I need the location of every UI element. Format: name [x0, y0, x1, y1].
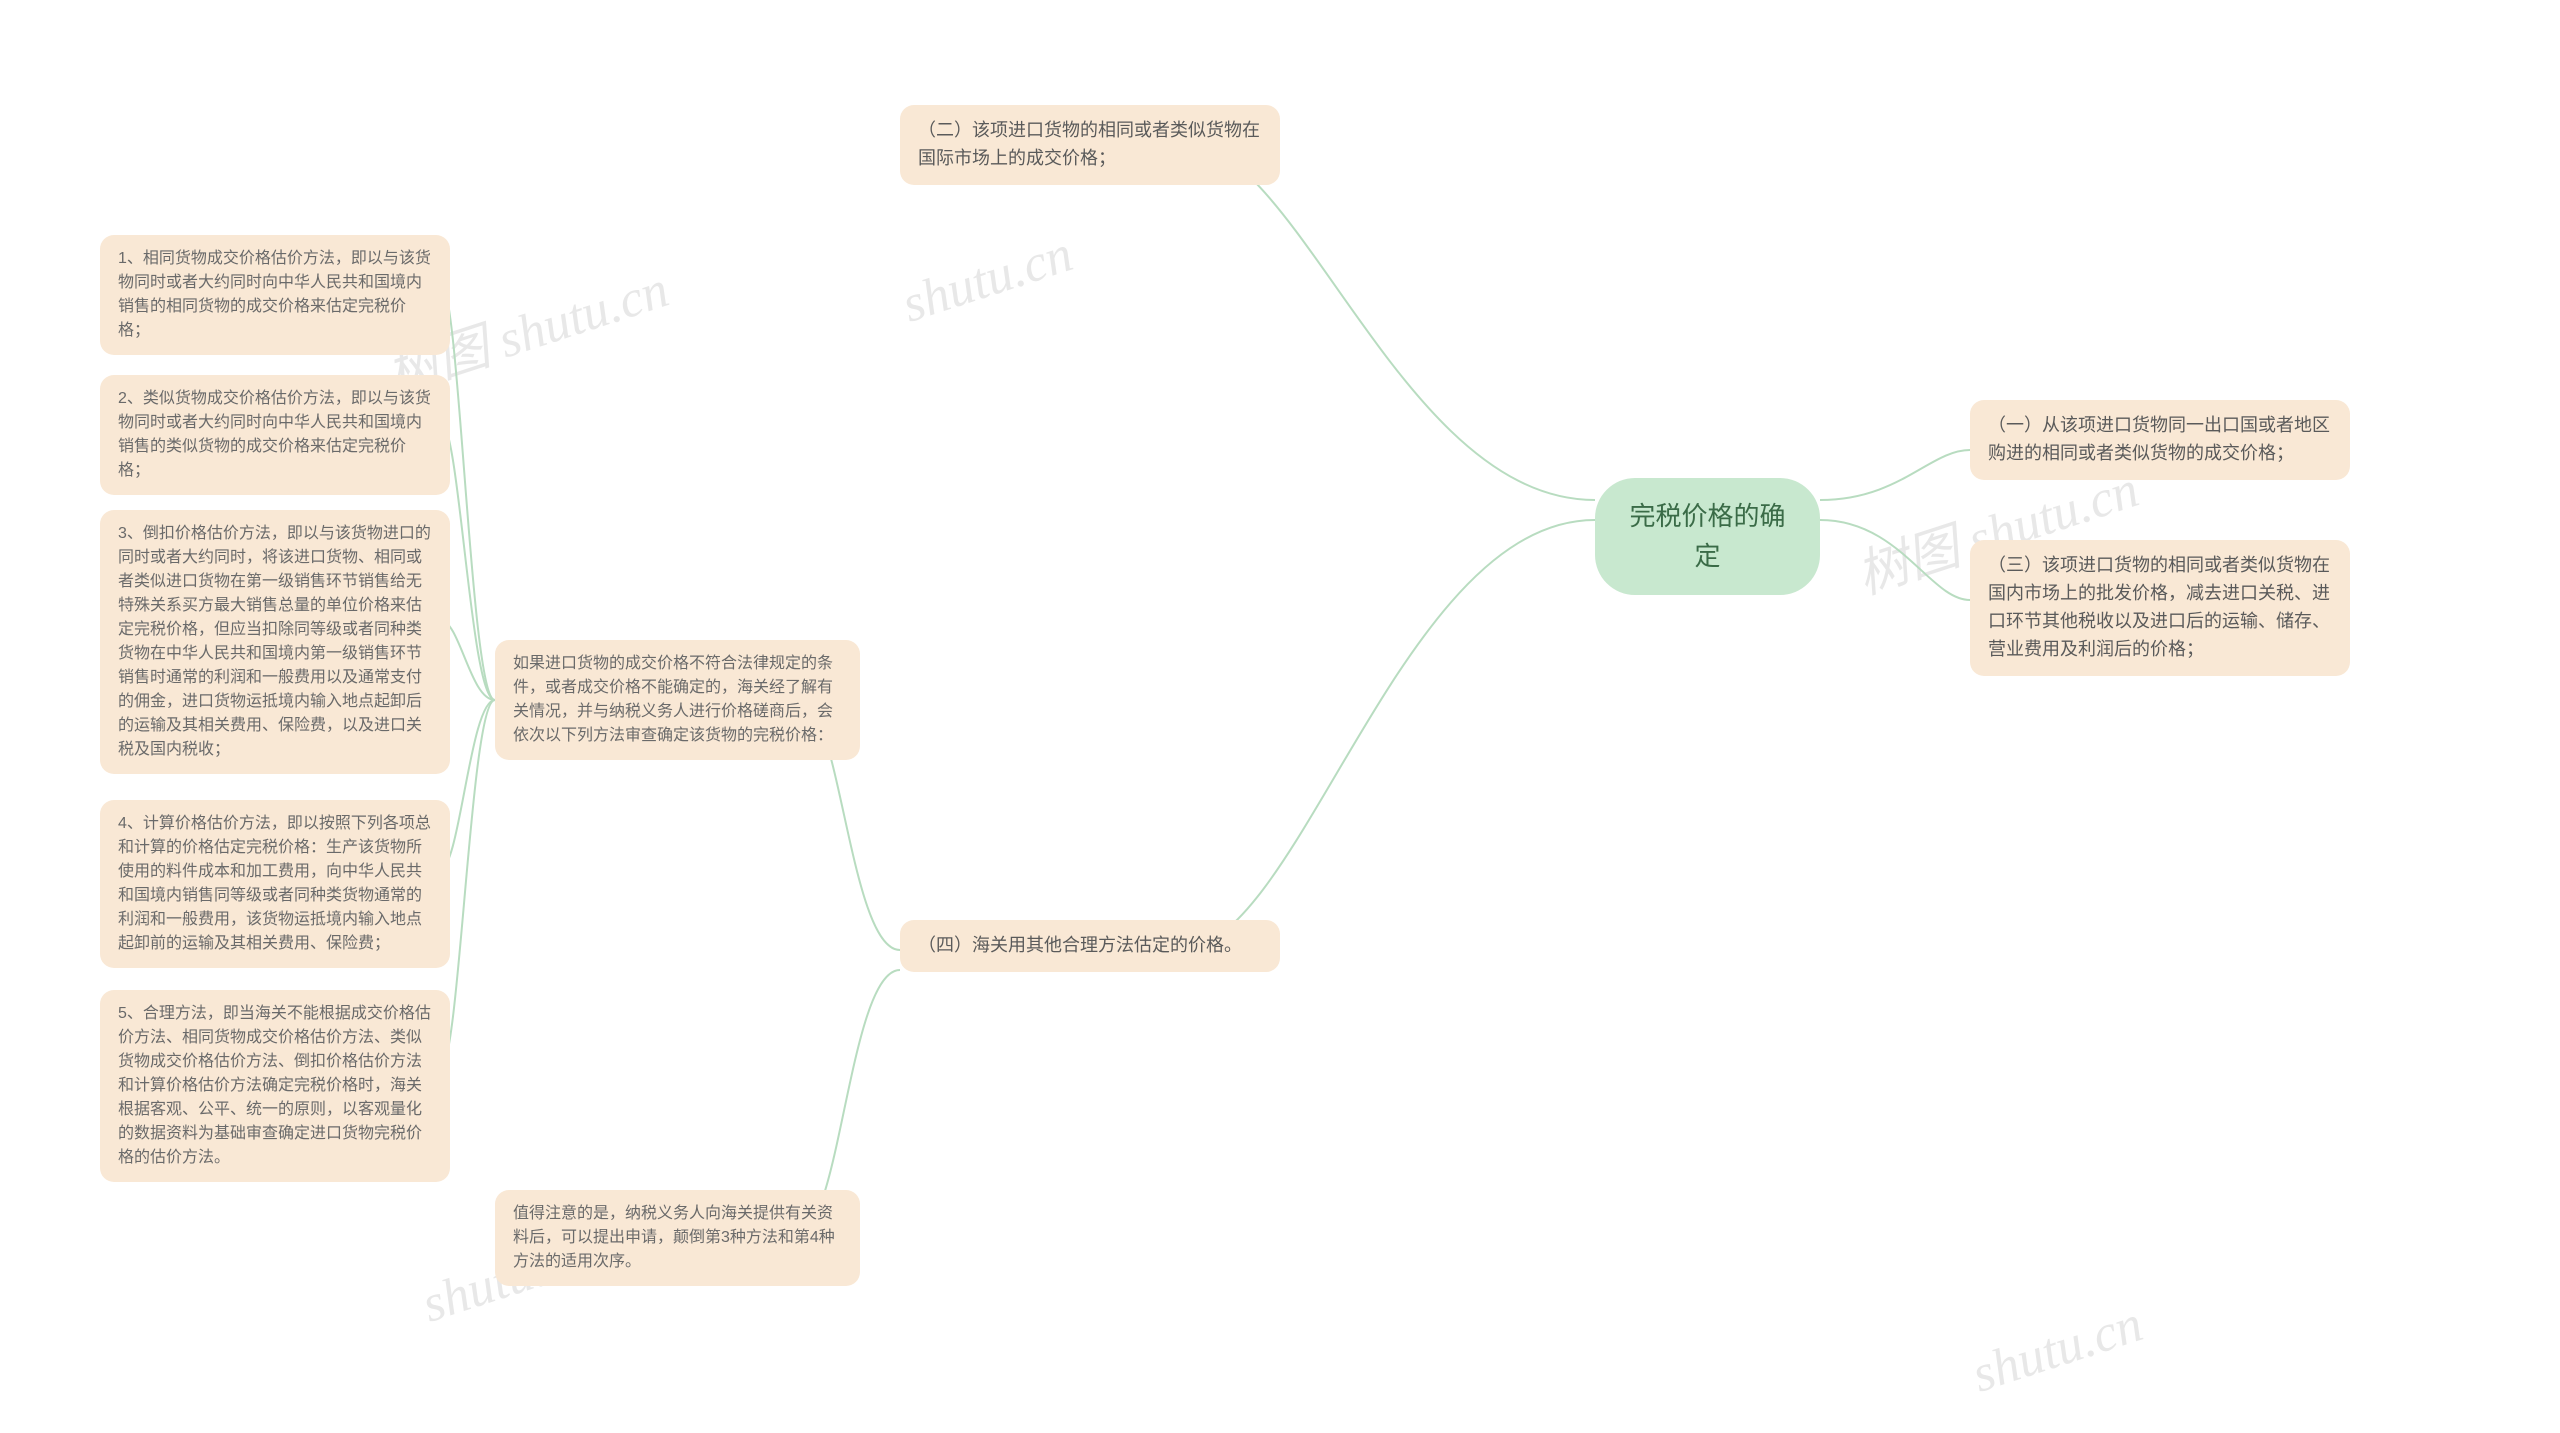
watermark: shutu.cn — [1965, 1294, 2149, 1404]
root-node: 完税价格的确定 — [1595, 478, 1820, 595]
leaf-method-2: 2、类似货物成交价格估价方法，即以与该货物同时或者大约同时向中华人民共和国境内销… — [100, 375, 450, 495]
child-node-methods-intro: 如果进口货物的成交价格不符合法律规定的条件，或者成交价格不能确定的，海关经了解有… — [495, 640, 860, 760]
branch-node-1: （一）从该项进口货物同一出口国或者地区购进的相同或者类似货物的成交价格； — [1970, 400, 2350, 480]
leaf-method-3: 3、倒扣价格估价方法，即以与该货物进口的同时或者大约同时，将该进口货物、相同或者… — [100, 510, 450, 774]
watermark: shutu.cn — [895, 224, 1079, 334]
branch-node-2: （二）该项进口货物的相同或者类似货物在国际市场上的成交价格； — [900, 105, 1280, 185]
branch-node-4: （四）海关用其他合理方法估定的价格。 — [900, 920, 1280, 972]
child-node-note: 值得注意的是，纳税义务人向海关提供有关资料后，可以提出申请，颠倒第3种方法和第4… — [495, 1190, 860, 1286]
leaf-method-5: 5、合理方法，即当海关不能根据成交价格估价方法、相同货物成交价格估价方法、类似货… — [100, 990, 450, 1182]
leaf-method-1: 1、相同货物成交价格估价方法，即以与该货物同时或者大约同时向中华人民共和国境内销… — [100, 235, 450, 355]
branch-node-3: （三）该项进口货物的相同或者类似货物在国内市场上的批发价格，减去进口关税、进口环… — [1970, 540, 2350, 676]
leaf-method-4: 4、计算价格估价方法，即以按照下列各项总和计算的价格估定完税价格：生产该货物所使… — [100, 800, 450, 968]
